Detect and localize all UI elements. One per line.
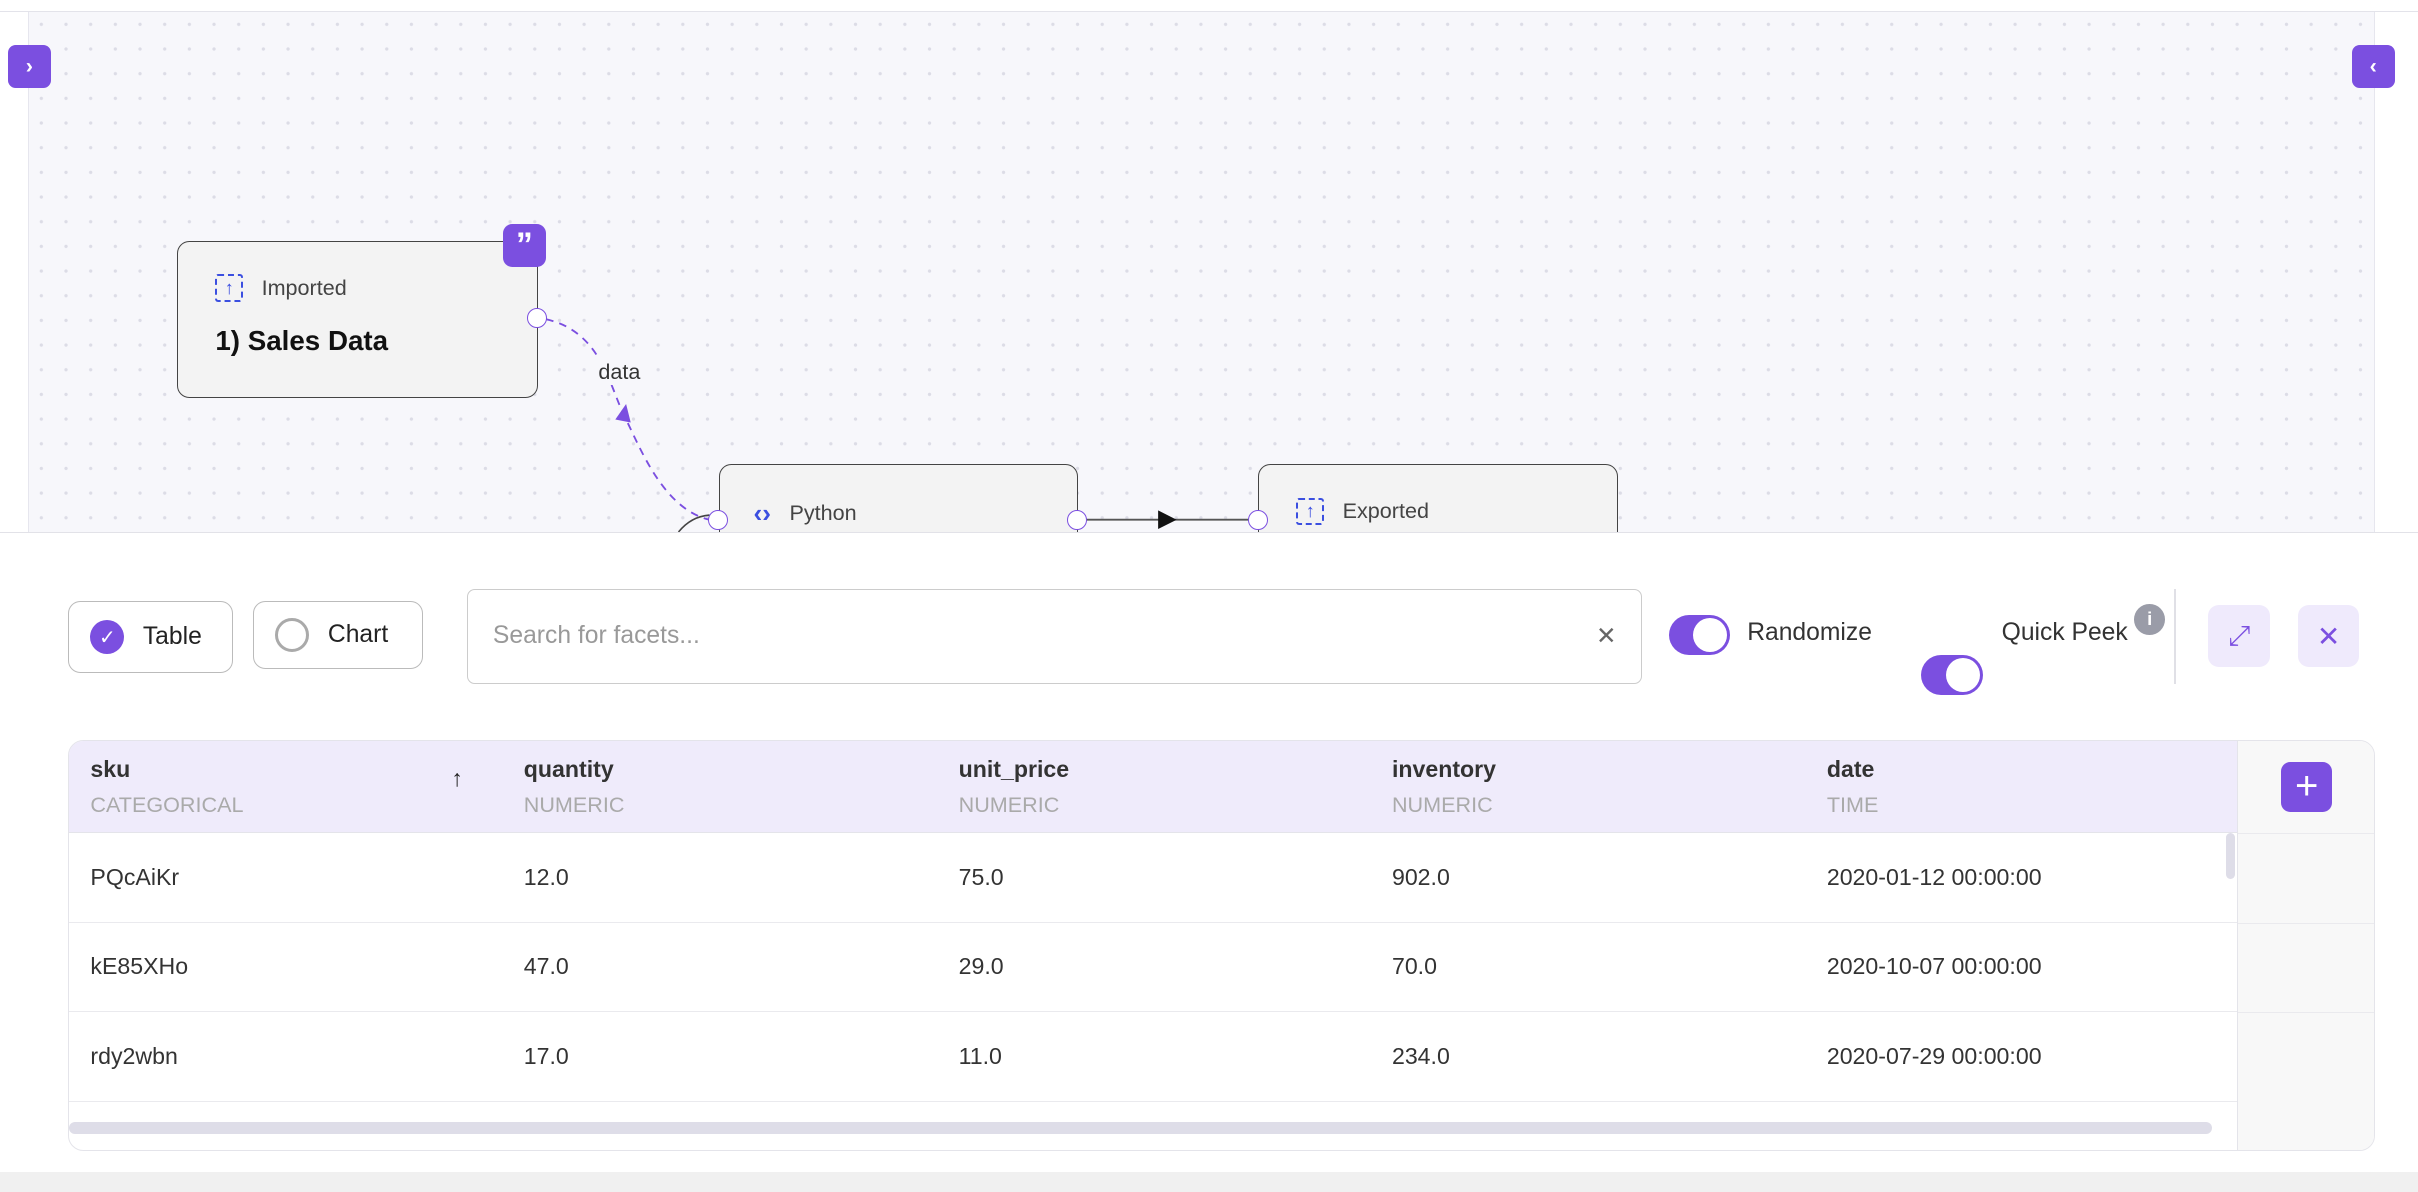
radio-empty-icon [275, 617, 310, 652]
node-type: Python [789, 500, 857, 526]
plus-icon: + [2294, 764, 2319, 809]
expand-arrows-icon: ⤢ [2228, 619, 2251, 651]
close-icon: ✕ [2316, 620, 2341, 652]
randomize-toggle[interactable] [1668, 614, 1731, 655]
expand-right-sidebar-button[interactable]: ‹ [2351, 44, 2395, 88]
table-row: rdy2wbn 17.0 11.0 234.0 2020-07-29 00:00:00 [68, 1012, 2238, 1102]
node-type: Exported [1342, 498, 1429, 524]
column-header-unit-price[interactable]: unit_price NUMERIC [958, 756, 1070, 818]
arrowhead-icon [615, 404, 631, 423]
column-header-inventory[interactable]: inventory NUMERIC [1391, 756, 1497, 818]
chevron-right-icon: › [25, 53, 33, 79]
search-input[interactable] [492, 622, 1596, 651]
column-header-sku[interactable]: sku CATEGORICAL [90, 756, 244, 818]
mode-label: Table [142, 623, 202, 651]
input-port[interactable] [707, 510, 728, 531]
check-circle-icon: ✓ [90, 620, 125, 655]
quote-icon[interactable]: ” [502, 223, 546, 267]
quick-peek-toggle[interactable] [1921, 654, 1984, 695]
close-panel-button[interactable]: ✕ [2297, 605, 2360, 668]
arrowhead-icon [1158, 510, 1177, 529]
chart-mode-button[interactable]: Chart [252, 600, 423, 669]
table-mode-button[interactable]: ✓ Table [67, 600, 233, 674]
code-brackets-icon: ‹› [753, 497, 771, 528]
column-header-date[interactable]: date TIME [1826, 756, 1879, 818]
sort-ascending-icon[interactable]: ↑ [451, 765, 463, 792]
expand-left-sidebar-button[interactable]: › [7, 44, 51, 88]
edge-label: data [598, 359, 641, 386]
clear-search-icon[interactable]: ✕ [1595, 623, 1617, 651]
data-preview-panel: ✓Table Chart ✕ Randomize Quick Peek i ⤢ … [0, 532, 2418, 1192]
node-type: Imported [261, 274, 347, 300]
quick-peek-label: Quick Peek [2001, 619, 2128, 647]
top-bar [0, 0, 2418, 13]
facet-search: ✕ [467, 588, 1643, 685]
add-column-area: + [2237, 740, 2374, 1151]
edges-layer [545, 318, 1250, 533]
column-header-quantity[interactable]: quantity NUMERIC [523, 756, 625, 818]
table-row: PQcAiKr 12.0 75.0 902.0 2020-01-12 00:00:00 [68, 833, 2238, 923]
horizontal-scrollbar[interactable] [68, 1121, 2213, 1134]
data-table: sku CATEGORICAL ↑ quantity NUMERIC unit_pr… [67, 739, 2375, 1152]
node-title: 1) Sales Data [215, 324, 389, 356]
input-port[interactable] [1247, 510, 1268, 531]
upload-dashed-icon: ↑ [1296, 497, 1325, 526]
upload-dashed-icon: ↑ [215, 273, 244, 302]
divider [2174, 588, 2176, 685]
add-column-button[interactable]: + [2281, 762, 2333, 812]
vertical-scrollbar[interactable] [2226, 833, 2236, 880]
mode-label: Chart [327, 620, 389, 648]
table-header: sku CATEGORICAL ↑ quantity NUMERIC unit_pr… [68, 740, 2238, 834]
expand-button[interactable]: ⤢ [2208, 605, 2270, 668]
table-row: kE85XHo 47.0 29.0 70.0 2020-10-07 00:00:00 [68, 922, 2238, 1013]
randomize-label: Randomize [1747, 619, 1872, 647]
info-icon[interactable]: i [2134, 603, 2166, 635]
output-port[interactable] [527, 308, 548, 329]
bottom-strip [0, 1171, 2418, 1192]
chevron-left-icon: ‹ [2369, 53, 2377, 79]
node-imported[interactable]: ↑ Imported 1) Sales Data [177, 240, 539, 398]
output-port[interactable] [1067, 510, 1088, 531]
